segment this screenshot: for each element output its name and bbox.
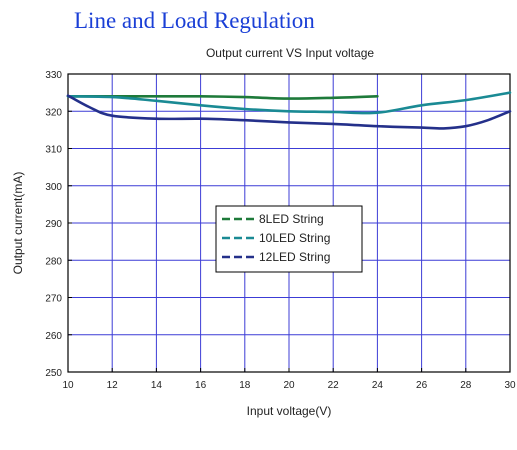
series-line-12led-string	[66, 94, 512, 130]
y-tick-label: 280	[45, 256, 62, 267]
series-group	[66, 91, 512, 130]
legend-label: 8LED String	[259, 212, 324, 226]
y-tick-label: 260	[45, 331, 62, 342]
x-tick-label: 18	[239, 380, 251, 391]
x-tick-label: 28	[460, 380, 472, 391]
y-axis: 250 260 270 280 290 300 310 320 330	[45, 70, 72, 379]
x-tick-label: 12	[107, 380, 119, 391]
y-axis-label: Output current(mA)	[11, 172, 25, 275]
x-tick-label: 14	[151, 380, 163, 391]
x-tick-label: 16	[195, 380, 207, 391]
legend-label: 12LED String	[259, 250, 330, 264]
x-tick-label: 22	[328, 380, 340, 391]
y-tick-label: 310	[45, 145, 62, 156]
x-tick-label: 20	[283, 380, 295, 391]
y-tick-label: 330	[45, 70, 62, 81]
page-heading: Line and Load Regulation	[74, 8, 315, 33]
x-tick-label: 30	[504, 380, 516, 391]
series-line-10led-string	[66, 91, 512, 115]
y-tick-label: 290	[45, 219, 62, 230]
chart-title: Output current VS Input voltage	[206, 46, 374, 60]
x-axis: 10 12 14 16 18 20 22 24 26 28 30	[62, 368, 516, 391]
legend-label: 10LED String	[259, 231, 330, 245]
x-tick-label: 26	[416, 380, 428, 391]
x-tick-label: 24	[372, 380, 384, 391]
legend: 8LED String 10LED String 12LED String	[215, 205, 363, 273]
y-tick-label: 250	[45, 368, 62, 379]
x-tick-label: 10	[62, 380, 74, 391]
y-tick-label: 270	[45, 294, 62, 305]
y-tick-label: 300	[45, 182, 62, 193]
grid-lines	[68, 74, 510, 372]
x-axis-label: Input voltage(V)	[247, 404, 332, 418]
y-tick-label: 320	[45, 107, 62, 118]
